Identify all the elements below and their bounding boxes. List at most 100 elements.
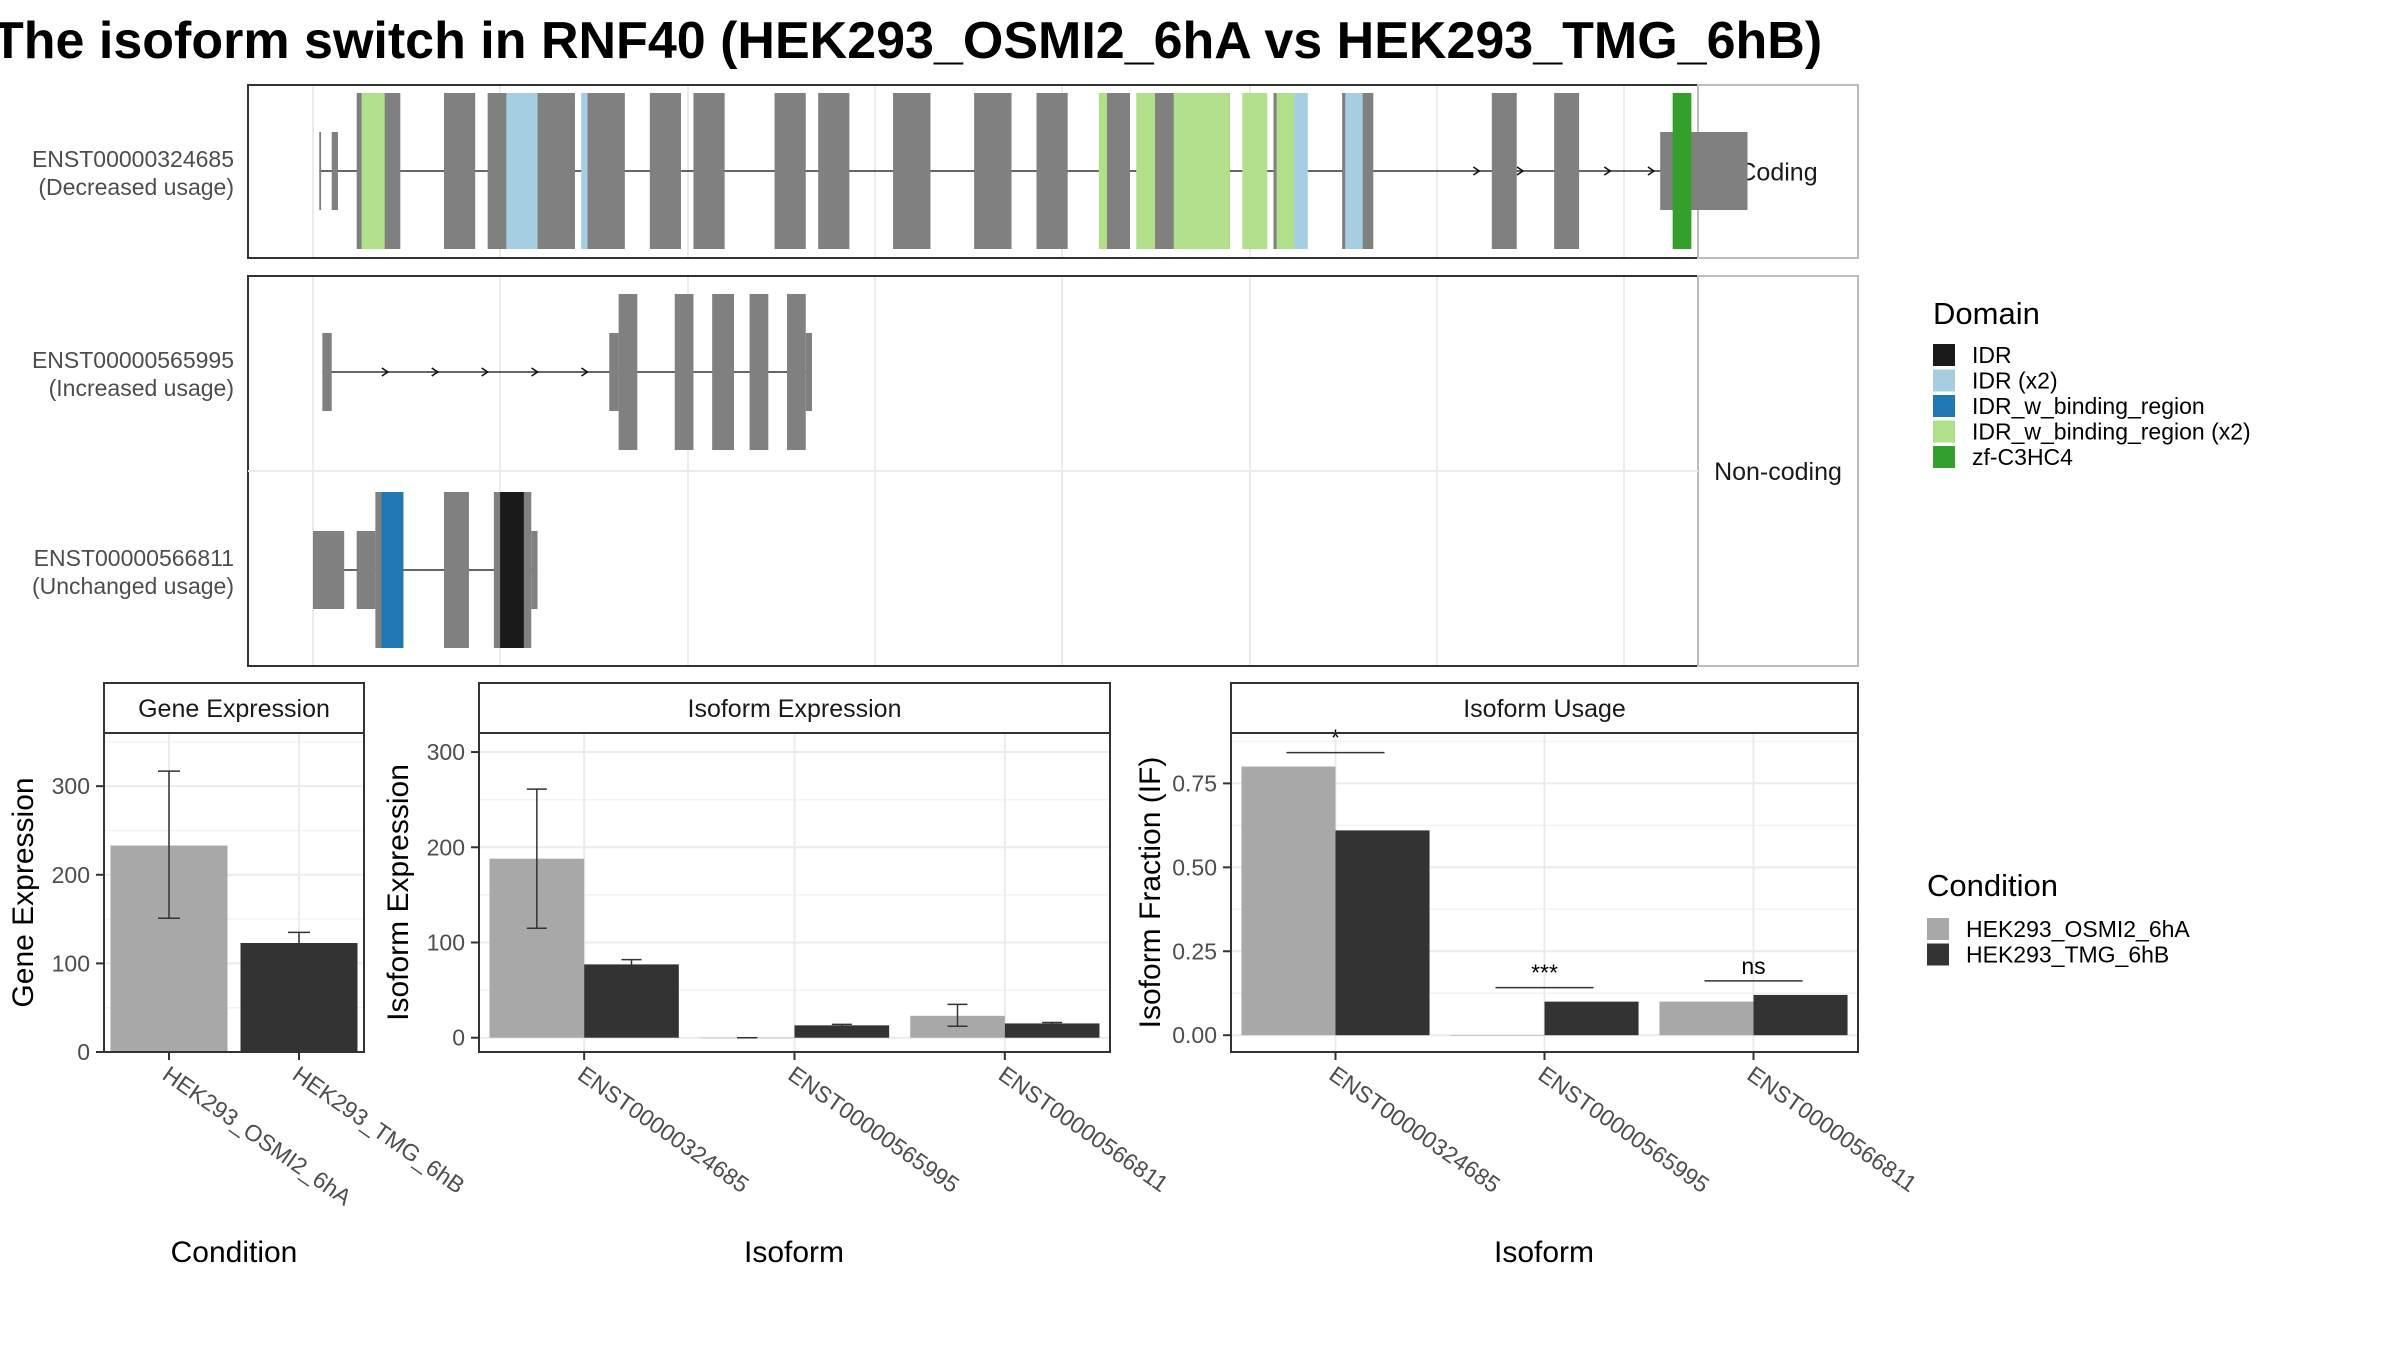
y-tick-label: 100: [427, 929, 465, 955]
y-tick-label: 0.25: [1172, 938, 1217, 964]
x-axis-label: Isoform: [744, 1236, 844, 1269]
bar: [1004, 1023, 1100, 1038]
bar: [240, 943, 358, 1052]
domain-idr-w-binding-region-x2-: [1136, 93, 1155, 249]
direction-arrow: [1647, 166, 1656, 176]
y-tick-label: 0.75: [1172, 770, 1217, 796]
exon: [319, 132, 322, 210]
facet-strip-label: Non-coding: [1714, 458, 1842, 486]
x-tick-label: ENST00000565995: [784, 1061, 964, 1198]
y-axis-label: Isoform Fraction (IF): [1134, 757, 1167, 1029]
domain-idr: [500, 492, 524, 648]
domain-legend-swatch: [1933, 395, 1955, 417]
domain-legend-label: IDR_w_binding_region: [1972, 393, 2205, 419]
significance-label: ***: [1531, 960, 1558, 986]
exon: [1491, 93, 1517, 249]
panel-title: Gene Expression: [138, 695, 330, 723]
direction-arrow: [481, 367, 490, 377]
transcript-ENST00000566811: [313, 492, 538, 648]
exon: [693, 93, 725, 249]
exon: [1685, 132, 1748, 210]
exon: [818, 93, 850, 249]
domain-legend-swatch: [1933, 369, 1955, 392]
domain-legend-label: IDR (x2): [1972, 368, 2058, 394]
exon: [1036, 93, 1068, 249]
bar-panel-1: Isoform Expression 0 100 200 300 Isoform Expr…: [382, 682, 1173, 1269]
transcript-usage-label: (Decreased usage): [38, 174, 234, 200]
x-tick-label: ENST00000566811: [1743, 1061, 1922, 1197]
domain-idr-w-binding-region-x2-: [1098, 93, 1107, 249]
exon: [531, 531, 538, 609]
figure-title: The isoform switch in RNF40 (HEK293_OSMI…: [0, 12, 1822, 70]
domain-legend-title: Domain: [1933, 296, 2040, 331]
bar: [584, 964, 679, 1038]
significance-label: *: [1331, 725, 1340, 751]
exon: [313, 531, 345, 609]
y-tick-label: 300: [427, 739, 465, 765]
domain-legend-label: zf-C3HC4: [1972, 444, 2073, 470]
exon: [974, 93, 1012, 249]
direction-arrow: [531, 367, 539, 377]
y-tick-label: 0.00: [1172, 1022, 1217, 1048]
exon: [787, 294, 806, 450]
exon: [674, 294, 694, 450]
exon: [356, 531, 376, 609]
panel-strip: [103, 682, 365, 734]
y-tick-label: 200: [427, 834, 465, 860]
exon: [805, 333, 812, 411]
transcript-structure-panel: Coding Non-coding ENST00000324685(Decrease…: [32, 84, 1859, 667]
domain-idr-x2-: [1294, 93, 1308, 249]
domain-idr-w-binding-region-x2-: [1173, 93, 1230, 249]
exon: [331, 132, 338, 210]
bar: [1544, 1001, 1639, 1036]
domain-legend-swatch: [1933, 446, 1955, 468]
bar: [1450, 1035, 1545, 1036]
direction-arrow: [431, 367, 440, 377]
domain-legend-swatch: [1933, 344, 1955, 366]
bar-panel-2: Isoform Usage**** ns0.000.250.500.75Isofo…: [1134, 682, 1922, 1269]
x-tick-label: ENST00000324685: [1325, 1061, 1505, 1198]
exon: [774, 93, 806, 249]
exon: [322, 333, 332, 411]
transcript-ENST00000565995: [322, 294, 812, 450]
y-axis-label: Isoform Expression: [382, 764, 415, 1021]
bar: [794, 1025, 890, 1038]
x-tick-label: ENST00000324685: [573, 1061, 753, 1198]
transcript-usage-label: (Increased usage): [49, 375, 234, 401]
exon: [587, 93, 625, 249]
bar: [1659, 1001, 1754, 1036]
domain-idr-x2-: [1345, 93, 1363, 249]
exon: [1105, 93, 1131, 249]
plot-border: [103, 732, 365, 1053]
transcript-id-label: ENST00000565995: [32, 347, 234, 373]
x-axis-label: Isoform: [1494, 1236, 1594, 1269]
transcript-id-label: ENST00000566811: [34, 545, 234, 571]
condition-legend-title: Condition: [1927, 868, 2058, 903]
exon: [749, 294, 769, 450]
transcript-usage-label: (Unchanged usage): [32, 573, 234, 599]
exon: [1554, 93, 1580, 249]
transcript-ENST00000324685: [319, 93, 1748, 249]
y-tick-label: 0: [452, 1025, 465, 1051]
exon: [893, 93, 931, 249]
direction-arrow: [1472, 166, 1481, 176]
x-tick-label: ENST00000566811: [994, 1061, 1173, 1197]
panel-title: Isoform Usage: [1463, 695, 1626, 723]
direction-arrow: [381, 367, 390, 377]
y-tick-label: 0: [77, 1039, 90, 1065]
bar: [1335, 830, 1430, 1036]
bar: [1753, 994, 1848, 1036]
domain-legend-label: IDR: [1972, 342, 2012, 368]
exon: [609, 333, 619, 411]
y-tick-label: 200: [52, 862, 90, 888]
exon: [618, 294, 638, 450]
domain-idr-w-binding-region-x2-: [1242, 93, 1268, 249]
facet-strip: [1697, 275, 1859, 667]
domain-idr-w-binding-region: [381, 492, 404, 648]
y-tick-label: 100: [52, 950, 90, 976]
y-tick-label: 300: [52, 773, 90, 799]
domain-idr-x2-: [581, 93, 588, 249]
